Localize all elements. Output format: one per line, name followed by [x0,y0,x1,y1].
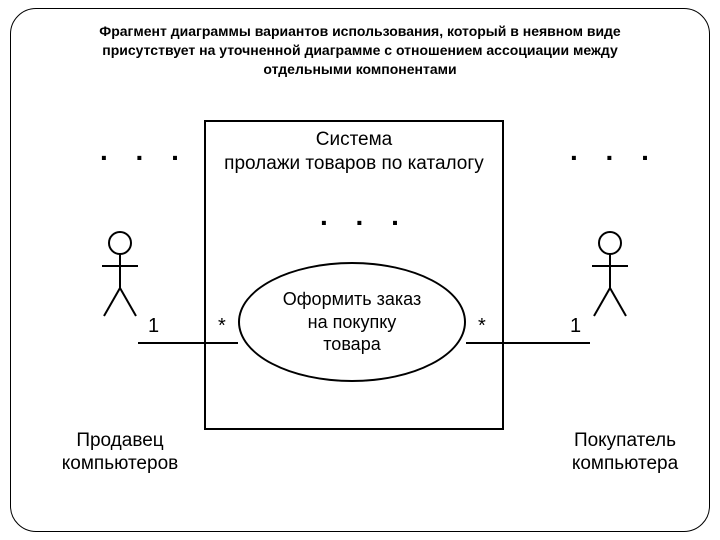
stickman-icon [100,230,140,320]
usecase-line-2: на покупку [308,312,397,332]
multiplicity-left-star: * [218,315,226,338]
usecase-ellipse: Оформить заказ на покупку товара [238,262,466,382]
system-title-line-1: Система [316,129,393,150]
usecase-text: Оформить заказ на покупку товара [283,288,421,356]
actor-seller-label: Продавец компьютеров [40,430,200,476]
system-title-line-2: пролажи товаров по каталогу [224,153,484,174]
usecase-line-1: Оформить заказ [283,289,421,309]
seller-label-line-1: Продавец [76,430,163,451]
ellipsis-right: . . . [570,135,659,167]
actor-buyer [590,230,630,325]
title-line-2: присутствует на уточненной диаграмме с о… [102,42,617,58]
slide-title: Фрагмент диаграммы вариантов использован… [50,22,670,79]
title-line-1: Фрагмент диаграммы вариантов использован… [99,23,620,39]
buyer-label-line-1: Покупатель [574,430,676,451]
association-left [138,342,238,344]
multiplicity-left-1: 1 [148,315,159,338]
title-line-3: отдельными компонентами [263,61,456,77]
stickman-icon [590,230,630,320]
actor-seller [100,230,140,325]
ellipsis-left: . . . [100,135,189,167]
association-right [466,342,590,344]
system-title: Система пролажи товаров по каталогу [204,128,504,176]
ellipsis-middle: . . . [320,200,409,232]
buyer-label-line-2: компьютера [572,453,678,474]
multiplicity-right-1: 1 [570,315,581,338]
seller-label-line-2: компьютеров [62,453,178,474]
multiplicity-right-star: * [478,315,486,338]
usecase-line-3: товара [323,334,380,354]
actor-buyer-label: Покупатель компьютера [545,430,705,476]
